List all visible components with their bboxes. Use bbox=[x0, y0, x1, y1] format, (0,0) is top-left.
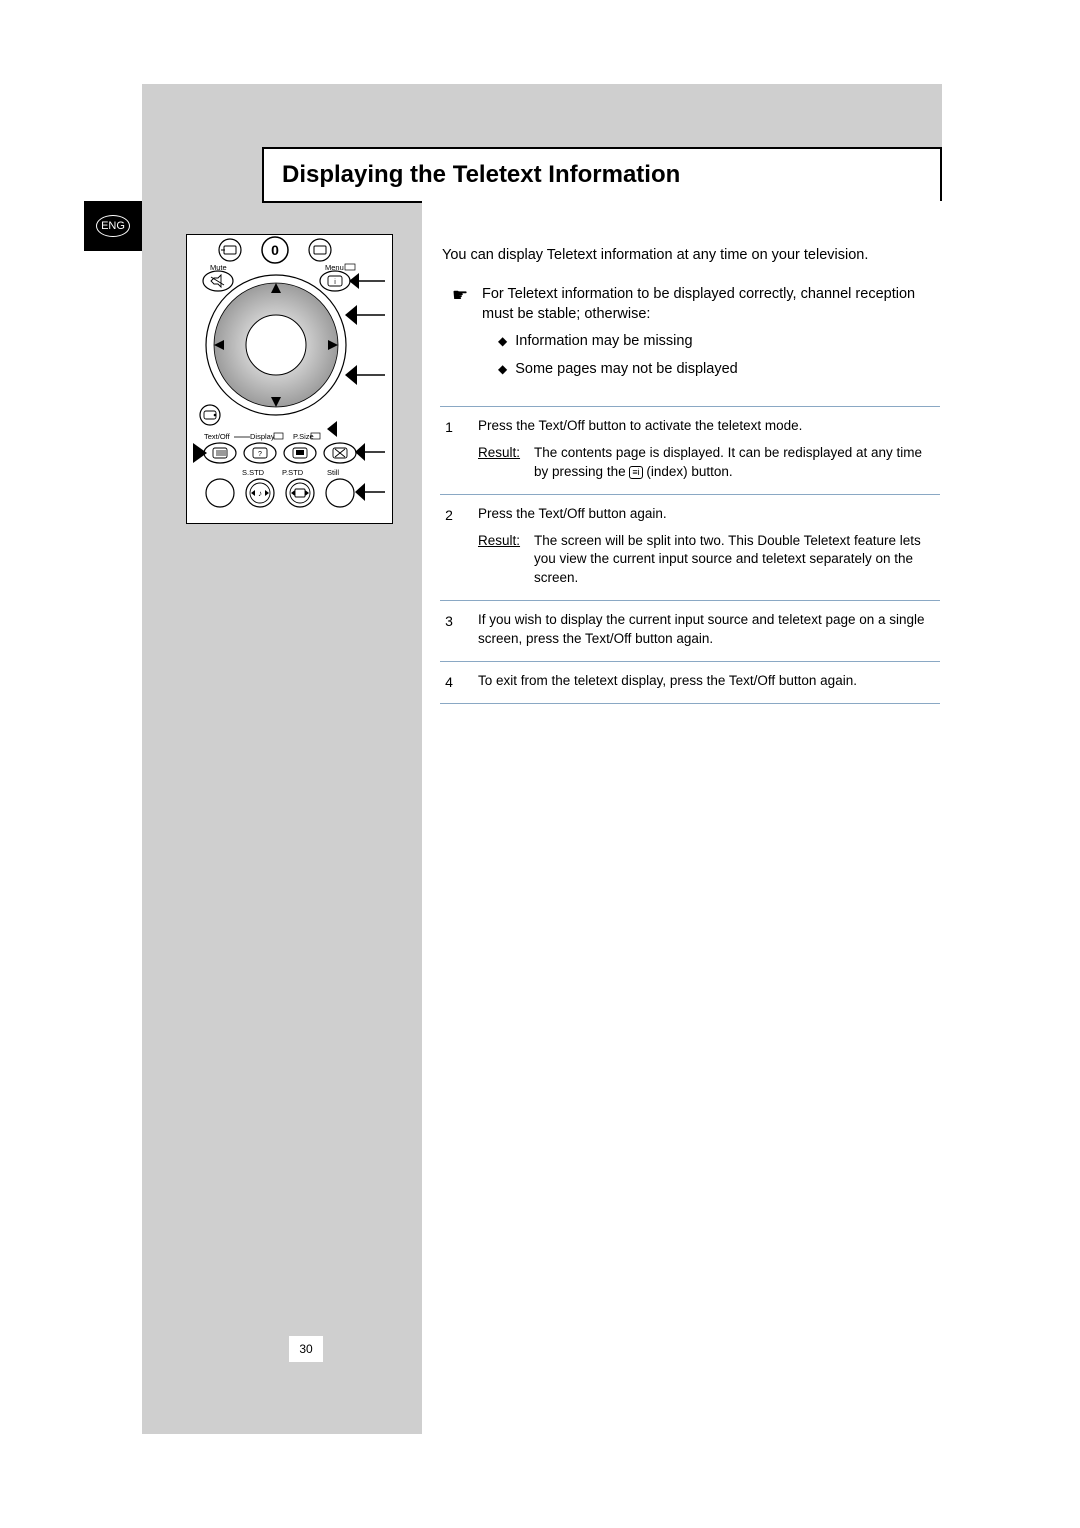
result-text: The contents page is displayed. It can b… bbox=[534, 444, 940, 482]
step-body: If you wish to display the current input… bbox=[478, 611, 940, 649]
sstd-label: S.STD bbox=[242, 468, 265, 477]
page-number: 30 bbox=[289, 1336, 323, 1362]
step-text: If you wish to display the current input… bbox=[478, 611, 940, 649]
content-area bbox=[422, 201, 942, 1434]
svg-text:?: ? bbox=[258, 451, 262, 458]
psize-label: P.Size bbox=[293, 432, 314, 441]
step-row: 3 If you wish to display the current inp… bbox=[440, 600, 940, 661]
svg-text:0: 0 bbox=[271, 242, 279, 258]
page-title: Displaying the Teletext Information bbox=[282, 161, 680, 189]
still-label: Still bbox=[327, 468, 339, 477]
textoff-label: Text/Off bbox=[204, 432, 231, 441]
step-result: Result: The contents page is displayed. … bbox=[478, 444, 940, 482]
step-row: 1 Press the Text/Off button to activate … bbox=[440, 406, 940, 494]
title-box: Displaying the Teletext Information bbox=[262, 147, 942, 203]
step-body: Press the Text/Off button again. Result:… bbox=[478, 505, 940, 589]
language-badge-text: ENG bbox=[96, 215, 130, 237]
remote-svg: 0 Mute Menu i bbox=[187, 235, 392, 523]
result-label: Result: bbox=[478, 532, 520, 589]
step-body: Press the Text/Off button to activate th… bbox=[478, 417, 940, 482]
language-badge: ENG bbox=[84, 201, 142, 251]
step-number: 3 bbox=[440, 611, 458, 649]
step-body: To exit from the teletext display, press… bbox=[478, 672, 940, 691]
steps-list: 1 Press the Text/Off button to activate … bbox=[440, 406, 940, 704]
note-block: ☛ For Teletext information to be display… bbox=[482, 284, 937, 325]
result-text: The screen will be split into two. This … bbox=[534, 532, 940, 589]
step-text: Press the Text/Off button again. bbox=[478, 505, 940, 524]
pointing-hand-icon: ☛ bbox=[452, 285, 468, 306]
pstd-label: P.STD bbox=[282, 468, 304, 477]
index-icon: ≡i bbox=[629, 466, 642, 479]
bullet-item: Some pages may not be displayed bbox=[498, 356, 918, 384]
step-row: 2 Press the Text/Off button again. Resul… bbox=[440, 494, 940, 601]
remote-illustration: 0 Mute Menu i bbox=[186, 234, 393, 524]
step-result: Result: The screen will be split into tw… bbox=[478, 532, 940, 589]
note-bullets: Information may be missing Some pages ma… bbox=[498, 328, 918, 383]
svg-text:♪: ♪ bbox=[258, 489, 262, 498]
display-label: Display bbox=[250, 432, 275, 441]
result-label: Result: bbox=[478, 444, 520, 482]
intro-text: You can display Teletext information at … bbox=[442, 246, 937, 266]
step-number: 1 bbox=[440, 417, 458, 482]
bullet-item: Information may be missing bbox=[498, 328, 918, 356]
note-text: For Teletext information to be displayed… bbox=[482, 284, 937, 325]
step-row: 4 To exit from the teletext display, pre… bbox=[440, 661, 940, 704]
step-number: 2 bbox=[440, 505, 458, 589]
step-text: To exit from the teletext display, press… bbox=[478, 672, 940, 691]
step-number: 4 bbox=[440, 672, 458, 691]
step-text: Press the Text/Off button to activate th… bbox=[478, 417, 940, 436]
